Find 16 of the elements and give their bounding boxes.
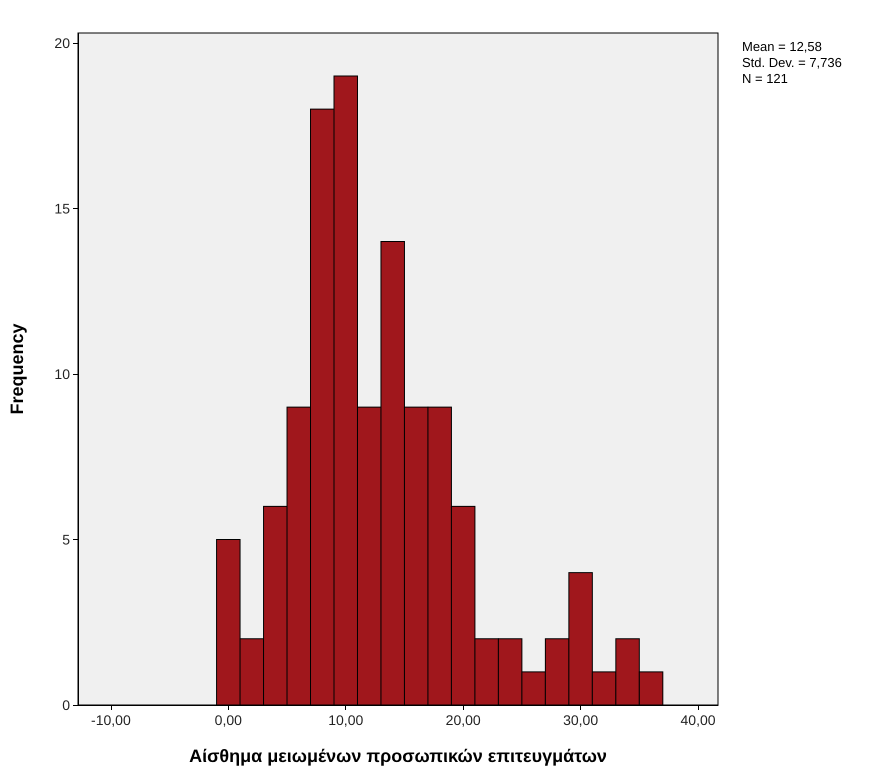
y-tick-label: 10 [54,366,70,382]
y-tick-label: 15 [54,200,70,216]
x-tick-label: -10,00 [91,712,131,728]
x-tick-label: 0,00 [214,712,242,728]
y-tick-label: 0 [62,697,70,713]
x-axis-title: Αίσθημα μειωμένων προσωπικών επιτευγμάτων [189,746,607,766]
y-axis-title: Frequency [7,323,27,415]
x-tick-label: 10,00 [328,712,364,728]
x-tick-label: 30,00 [563,712,598,728]
x-tick-label: 40,00 [680,712,716,728]
text: Mean = 12,58 [742,39,822,54]
text: N = 121 [742,71,788,86]
y-tick-label: 20 [54,34,70,51]
text: Std. Dev. = 7,736 [742,55,842,70]
x-tick-label: 20,00 [446,712,481,728]
y-tick-label: 5 [62,531,70,548]
